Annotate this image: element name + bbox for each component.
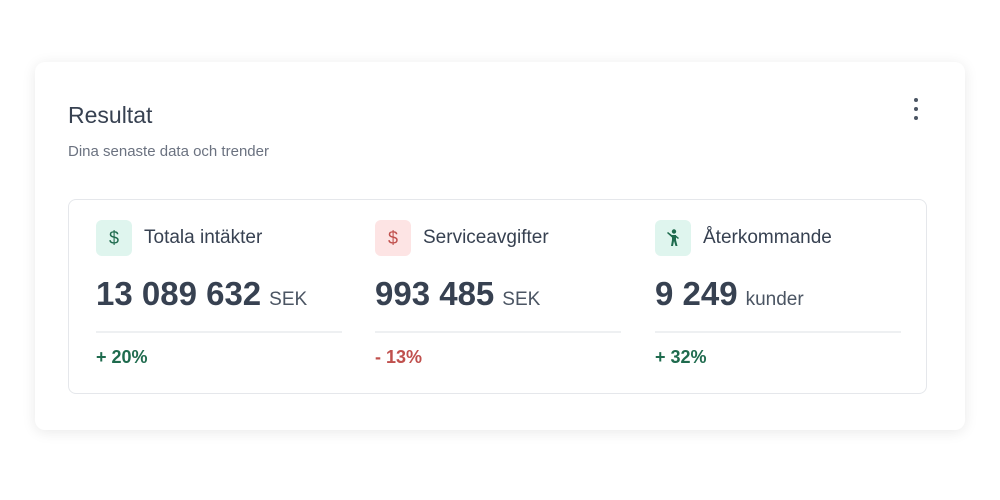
person-icon bbox=[667, 229, 679, 246]
card: Resultat Dina senaste data och trender $… bbox=[35, 62, 965, 430]
stat-label: Serviceavgifter bbox=[423, 227, 549, 248]
stat-icon bbox=[655, 220, 691, 256]
card-subtitle: Dina senaste data och trender bbox=[68, 143, 269, 160]
divider bbox=[655, 331, 901, 333]
stat-change: - 13% bbox=[375, 347, 423, 367]
card-title: Resultat bbox=[68, 102, 153, 128]
stat-unit: SEK bbox=[269, 289, 308, 310]
more-menu[interactable] bbox=[909, 98, 923, 124]
stat-change: + 32% bbox=[655, 347, 707, 367]
stat-icon: $ bbox=[96, 220, 132, 256]
stat-unit: kunder bbox=[745, 289, 804, 310]
stat-value-row: 13 089 632 SEK bbox=[96, 275, 307, 313]
stat-unit: SEK bbox=[502, 289, 541, 310]
stat-icon: $ bbox=[375, 220, 411, 256]
stat-label: Återkommande bbox=[703, 227, 832, 248]
stat-value: 9 249 bbox=[655, 275, 738, 312]
stat-value: 993 485 bbox=[375, 275, 495, 312]
stat-label: Totala intäkter bbox=[144, 227, 263, 248]
stat-change: + 20% bbox=[96, 347, 148, 367]
stat-value-row: 9 249 kunder bbox=[655, 275, 804, 313]
divider bbox=[96, 331, 342, 333]
stat-value: 13 089 632 bbox=[96, 275, 262, 312]
divider bbox=[375, 331, 621, 333]
stat-value-row: 993 485 SEK bbox=[375, 275, 540, 313]
stats-panel: $ Totala intäkter 13 089 632 SEK + 20% $ … bbox=[68, 199, 927, 394]
